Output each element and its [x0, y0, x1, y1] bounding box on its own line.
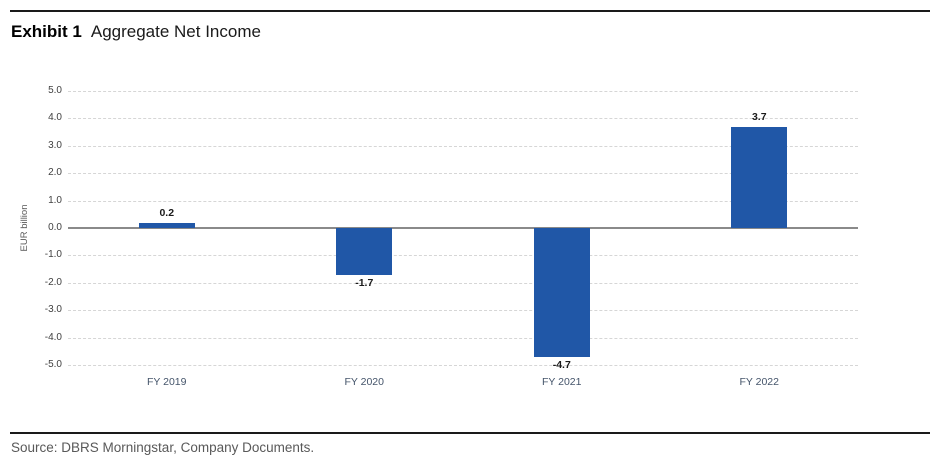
- bottom-rule: [10, 432, 930, 434]
- bar-fy-2021: [533, 228, 590, 357]
- bar-value-label: -4.7: [552, 358, 571, 371]
- y-axis-tick-label: -3.0: [44, 304, 62, 316]
- bar-fy-2019: [138, 222, 195, 228]
- gridline: [68, 200, 858, 202]
- y-axis-tick-label: -5.0: [44, 359, 62, 370]
- source-note: Source: DBRS Morningstar, Company Docume…: [11, 440, 315, 455]
- y-axis-tick-label: 3.0: [48, 139, 62, 151]
- y-axis-tick-label: 0.0: [48, 222, 62, 233]
- exhibit-number-label: Exhibit 1: [11, 22, 82, 41]
- chart-title-text: Aggregate Net Income: [90, 22, 261, 41]
- gridline: [68, 91, 858, 92]
- gridline: [68, 365, 858, 366]
- bar-value-label: 3.7: [751, 110, 767, 123]
- y-axis-tick-label: 1.0: [48, 194, 62, 206]
- gridline: [68, 173, 858, 175]
- gridline: [68, 310, 858, 312]
- gridline: [68, 282, 858, 284]
- gridline: [68, 255, 858, 257]
- gridline: [68, 118, 858, 120]
- y-axis-tick-label: 2.0: [48, 167, 62, 179]
- bar-value-label: 0.2: [159, 206, 175, 219]
- bar-fy-2022: [731, 126, 788, 228]
- y-axis-tick-label: 4.0: [48, 112, 62, 124]
- y-axis-tick-label: -4.0: [44, 331, 62, 343]
- x-axis-category-label: FY 2022: [739, 376, 779, 388]
- gridline: [68, 337, 858, 339]
- top-rule: [10, 10, 930, 12]
- bar-value-label: -1.7: [355, 276, 374, 289]
- y-axis-tick-label: -2.0: [44, 276, 62, 288]
- y-axis-tick-label: -1.0: [44, 249, 62, 261]
- x-axis-category-label: FY 2021: [541, 376, 582, 388]
- x-axis-category-label: FY 2020: [344, 376, 384, 388]
- y-axis-tick-label: 5.0: [48, 85, 62, 96]
- x-axis-category-label: FY 2019: [146, 376, 187, 388]
- bar-fy-2020: [336, 228, 393, 275]
- chart-title: Exhibit 1 Aggregate Net Income: [11, 22, 261, 42]
- zero-gridline: [68, 227, 858, 229]
- gridline: [68, 145, 858, 147]
